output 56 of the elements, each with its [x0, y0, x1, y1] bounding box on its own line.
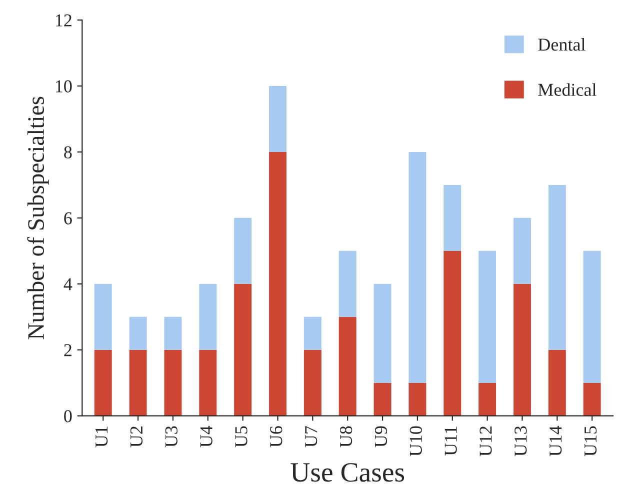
- bar: [583, 382, 601, 416]
- bar: [374, 382, 392, 416]
- bar: [478, 250, 496, 383]
- x-tick-label: U14: [550, 426, 562, 456]
- legend-label: Medical: [538, 83, 596, 96]
- y-axis-title: Number of Subspecialties: [27, 96, 49, 340]
- y-tick-label: 12: [56, 14, 72, 26]
- bar: [129, 316, 147, 350]
- bar: [444, 184, 462, 251]
- x-tick-label: U15: [584, 426, 597, 456]
- y-tick-label: 4: [64, 278, 72, 290]
- bar: [583, 250, 601, 383]
- bar: [548, 350, 566, 416]
- x-axis-title: Use Cases: [290, 463, 404, 482]
- bar: [408, 382, 426, 416]
- y-tick-label: 2: [64, 344, 72, 356]
- x-tick-label: U2: [130, 426, 143, 448]
- x-tick-label: U10: [410, 426, 422, 456]
- bar: [269, 86, 286, 152]
- bar: [408, 152, 426, 383]
- bar: [164, 350, 182, 416]
- x-tick-label: U11: [444, 426, 457, 456]
- y-tick-label: 10: [56, 80, 72, 92]
- x-tick-label: U9: [374, 426, 388, 448]
- bar: [338, 250, 356, 317]
- x-tick-label: U12: [480, 426, 492, 456]
- bar: [269, 152, 286, 416]
- x-tick-label: U13: [514, 426, 527, 456]
- x-tick-label: U4: [200, 426, 212, 448]
- x-tick-label: U3: [165, 426, 178, 448]
- bar: [478, 382, 496, 416]
- x-tick-label: U6: [270, 426, 282, 448]
- bar: [164, 316, 182, 350]
- x-tick-label: U8: [340, 426, 352, 448]
- bar: [444, 250, 462, 416]
- bar: [338, 316, 356, 416]
- bar: [304, 316, 322, 350]
- bar: [199, 284, 217, 350]
- x-tick-label: U5: [235, 426, 248, 448]
- y-tick-label: 0: [64, 410, 72, 422]
- legend-label: Dental: [538, 38, 586, 51]
- bar: [514, 284, 531, 416]
- bar: [94, 350, 112, 416]
- bar: [199, 350, 217, 416]
- bar: [234, 284, 252, 416]
- bar: [374, 284, 392, 383]
- bar: [514, 218, 531, 284]
- y-tick-label: 6: [64, 212, 72, 224]
- bar: [94, 284, 112, 350]
- bar: [234, 218, 252, 284]
- bar: [129, 350, 147, 416]
- bar: [304, 350, 322, 416]
- y-tick-label: 8: [64, 146, 72, 158]
- x-tick-label: U1: [96, 426, 108, 448]
- x-tick-label: U7: [305, 426, 318, 448]
- bar: [548, 184, 566, 350]
